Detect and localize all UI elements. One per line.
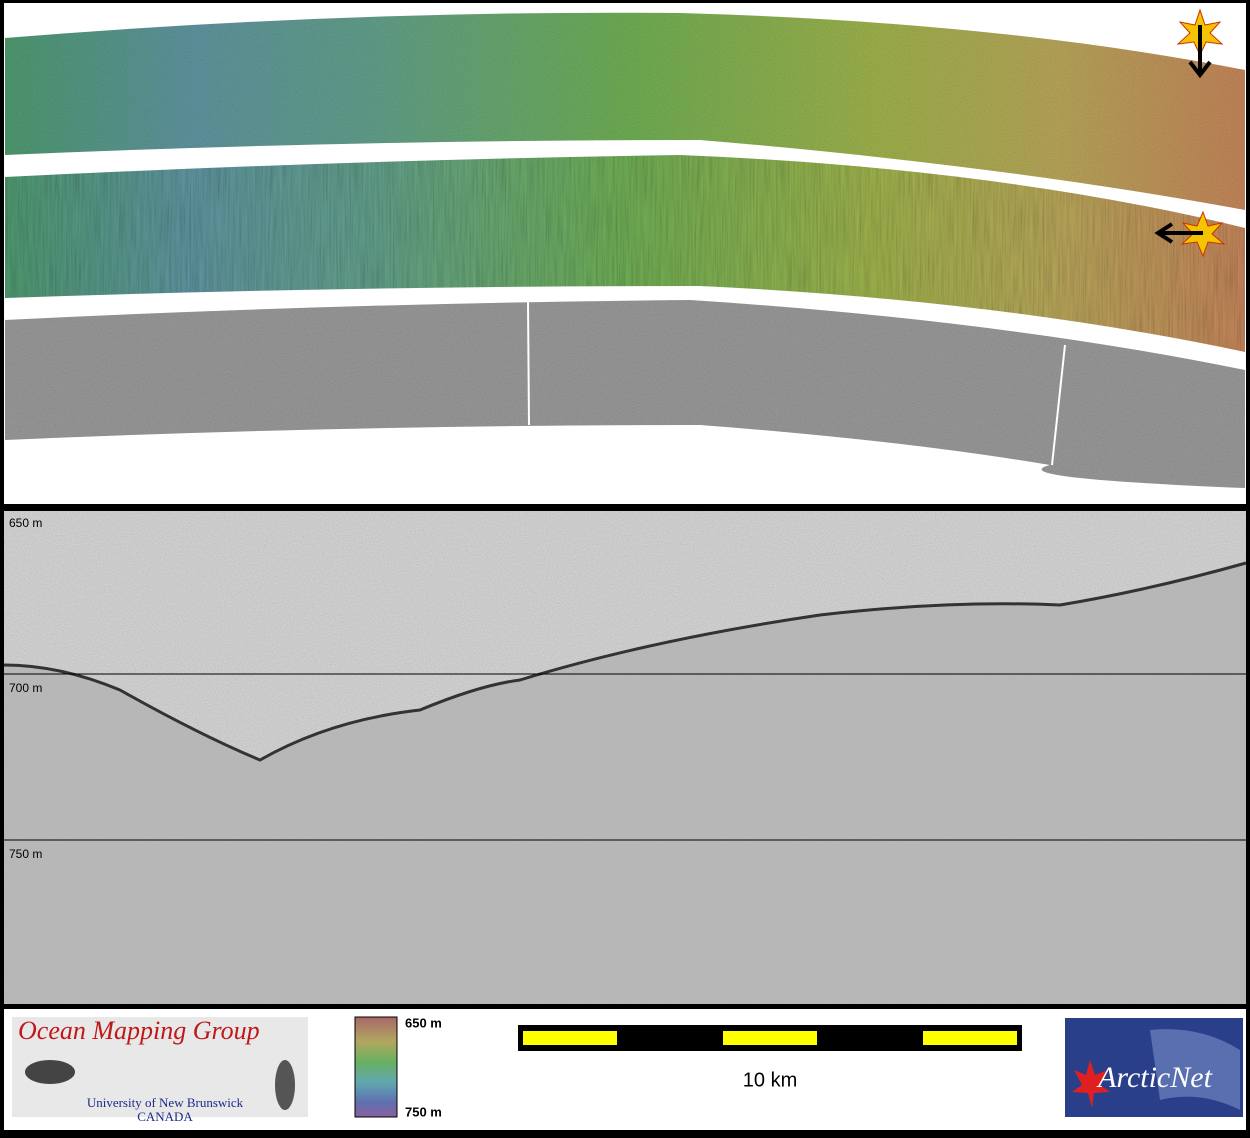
- depth-label: 750 m: [9, 847, 42, 861]
- colorbar-label: 750 m: [405, 1104, 442, 1119]
- ocean-mapping-logo: Ocean Mapping Group University of New Br…: [12, 1016, 308, 1124]
- colorbar: [354, 1016, 398, 1118]
- marker-star: [1154, 210, 1226, 258]
- logo-label: ArcticNet: [1096, 1061, 1213, 1094]
- sediment: [4, 563, 1246, 1004]
- depth-label: 650 m: [9, 516, 42, 530]
- backscatter-swath: [5, 300, 1245, 488]
- marker-star: [1176, 8, 1224, 79]
- depth-label: 700 m: [9, 681, 42, 695]
- bathymetry-swath-raw: [5, 155, 1245, 352]
- nadir-gap: [527, 301, 530, 426]
- logo-country: CANADA: [137, 1109, 193, 1124]
- scale-label: 10 km: [743, 1069, 797, 1091]
- scale-bar: [518, 1025, 1022, 1051]
- logo-title: Ocean Mapping Group: [18, 1016, 260, 1045]
- logo-university: University of New Brunswick: [87, 1095, 244, 1110]
- seafloor-reflector: [3, 561, 1247, 762]
- colorbar-label: 650 m: [405, 1015, 442, 1030]
- bathymetry-swath: [5, 12, 1245, 210]
- nadir-gap: [1051, 344, 1066, 466]
- arcticnet-logo: ArcticNet: [1065, 1018, 1243, 1117]
